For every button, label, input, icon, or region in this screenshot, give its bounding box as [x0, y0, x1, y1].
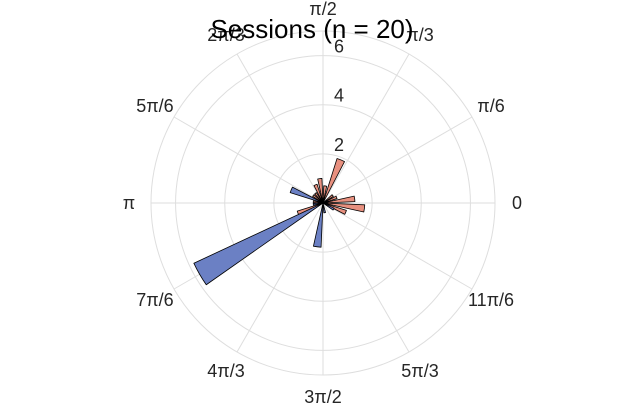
theta-grid-line	[236, 53, 324, 204]
theta-tick-label: 5π/3	[401, 361, 438, 381]
theta-grid-line	[322, 202, 473, 290]
rose-bar	[313, 202, 324, 248]
r-tick-label: 6	[334, 37, 344, 57]
polar-labels: 0 π/6 π/3 π/2 2π/3 5π/6 π 7π/6 4π/3 3π/2 5π/3 11π/6…	[123, 0, 522, 407]
rose-bars	[193, 158, 366, 286]
theta-grid-line	[236, 202, 324, 353]
theta-tick-label: 2π/3	[207, 25, 244, 45]
chart-title: Sessions (n = 20)	[210, 14, 413, 44]
rose-bar	[322, 202, 366, 213]
rose-bar	[317, 178, 324, 204]
rose-bar	[322, 194, 334, 204]
theta-tick-label: 7π/6	[136, 290, 173, 310]
theta-grid-line	[322, 116, 473, 204]
theta-tick-label: 11π/6	[468, 290, 514, 310]
theta-grid-line	[322, 53, 410, 204]
r-tick-label: 4	[334, 86, 344, 106]
rose-bar	[289, 186, 324, 204]
theta-grid-line	[322, 202, 410, 353]
theta-tick-label: 4π/3	[207, 361, 244, 381]
theta-tick-label: 5π/6	[136, 96, 173, 116]
theta-tick-label: π/2	[309, 0, 336, 19]
r-tick-label: 2	[334, 135, 344, 155]
rose-bar	[322, 202, 335, 211]
theta-tick-label: 3π/2	[304, 387, 341, 407]
theta-tick-label: 0	[512, 193, 522, 213]
theta-grid-line	[173, 116, 324, 204]
theta-tick-label: π/3	[406, 25, 433, 45]
rose-bar	[322, 185, 328, 204]
rose-bar	[322, 195, 356, 204]
rose-bar	[322, 195, 338, 204]
theta-tick-label: π/6	[477, 96, 504, 116]
rose-bar	[193, 202, 324, 286]
rose-bar	[313, 183, 324, 204]
rose-bar	[312, 194, 324, 204]
rose-bar	[314, 192, 324, 204]
rose-bar	[322, 158, 345, 204]
theta-tick-label: π	[123, 193, 135, 213]
rose-bar	[312, 202, 324, 206]
rose-bar	[322, 202, 326, 214]
